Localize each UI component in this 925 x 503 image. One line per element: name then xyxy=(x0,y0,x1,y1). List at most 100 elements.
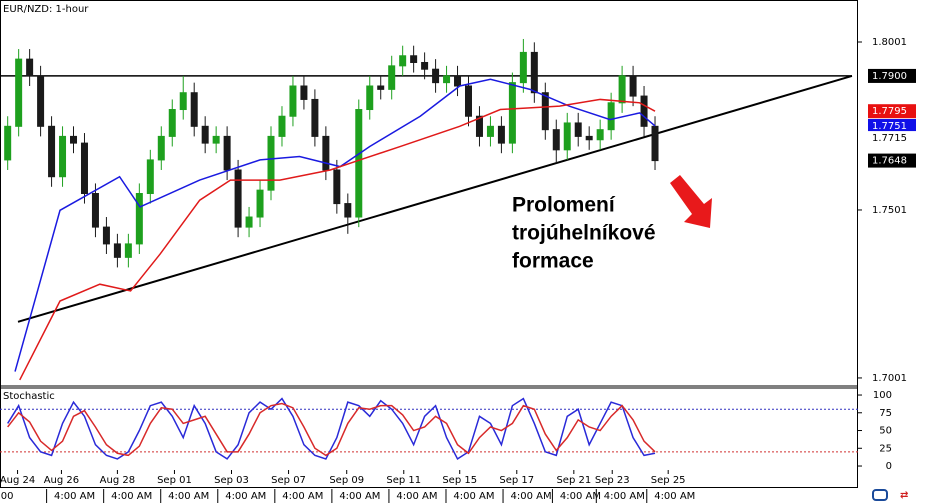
candle-body xyxy=(201,125,209,144)
candle-body xyxy=(563,122,571,151)
y-tick-label: 100 xyxy=(873,390,892,401)
x-tick-label: Aug 28 xyxy=(100,475,135,486)
x-tick-label: Sep 09 xyxy=(329,475,364,486)
icon xyxy=(872,489,888,501)
x-tick-label: 2:00 xyxy=(0,491,13,502)
candle-body xyxy=(410,55,418,63)
candle-body xyxy=(289,85,297,117)
candle-body xyxy=(585,135,593,141)
x-tick-label: Sep 23 xyxy=(595,475,630,486)
x-tick-label: 4:00 AM xyxy=(225,491,266,502)
x-tick-label: Sep 11 xyxy=(386,475,421,486)
x-tick-label: 4:00 AM xyxy=(510,491,551,502)
x-tick-label: Aug 26 xyxy=(44,475,79,486)
annotation: Prolomení xyxy=(512,194,616,217)
candle-body xyxy=(26,58,34,77)
x-tick-label: 4:00 AM xyxy=(654,491,695,502)
candle-body xyxy=(530,51,538,94)
arrow xyxy=(670,175,712,228)
x-tick-label: Sep 01 xyxy=(157,475,192,486)
y-tick-label: 25 xyxy=(879,443,892,454)
y-tick-label: 50 xyxy=(879,426,892,437)
candle-body xyxy=(124,243,132,258)
candle-body xyxy=(618,75,626,104)
candle-body xyxy=(168,109,176,137)
candle-body xyxy=(651,125,659,162)
candle-body xyxy=(70,135,78,144)
price-marker xyxy=(868,131,916,146)
candle-body xyxy=(333,169,341,205)
candle-body xyxy=(223,135,231,171)
x-tick-label: 4:00 AM xyxy=(339,491,380,502)
candle-body xyxy=(454,75,462,87)
candle-body xyxy=(256,189,264,218)
candle-body xyxy=(102,226,110,245)
price-marker xyxy=(868,118,916,133)
candle-body xyxy=(59,135,67,178)
candle-body xyxy=(464,85,472,117)
price-marker-label: 1.7900 xyxy=(872,71,907,82)
candle-body xyxy=(421,61,429,70)
candle-body xyxy=(344,203,352,218)
candle-body xyxy=(4,125,12,161)
price-marker-label: 1.7648 xyxy=(872,156,907,167)
candle-body xyxy=(552,129,560,151)
candle-body xyxy=(366,85,374,111)
candle-body xyxy=(377,85,385,90)
candle-body xyxy=(48,125,56,178)
x-tick-label: Sep 25 xyxy=(651,475,686,486)
candle-body xyxy=(607,102,615,131)
y-tick-label: 75 xyxy=(879,408,892,419)
candle-body xyxy=(278,115,286,137)
x-tick-label: Sep 15 xyxy=(442,475,477,486)
x-tick-label: 4:00 AM xyxy=(111,491,152,502)
candle-body xyxy=(190,92,198,127)
annotation: formace xyxy=(512,250,594,273)
x-tick-label: Sep 03 xyxy=(214,475,249,486)
price-marker xyxy=(868,153,916,168)
x-tick-label: Aug 24 xyxy=(0,475,35,486)
candle-body xyxy=(157,135,165,161)
icon: ⇄ xyxy=(900,490,908,501)
candle-body xyxy=(37,75,45,127)
candle-body xyxy=(629,75,637,97)
candle-body xyxy=(135,193,143,245)
candle-body xyxy=(388,65,396,90)
candle-body xyxy=(179,92,187,111)
stochastic-line xyxy=(7,397,656,461)
candle-body xyxy=(113,243,121,258)
candle-body xyxy=(486,125,494,137)
moving-average xyxy=(14,78,656,372)
chart-title: EUR/NZD: 1-hour xyxy=(3,4,89,15)
stochastic-title: Stochastic xyxy=(3,391,55,402)
candle-body xyxy=(574,122,582,137)
x-tick-label: Sep 21 xyxy=(556,475,591,486)
toolbar-icons: ⇄ xyxy=(872,489,908,501)
stochastic-line xyxy=(7,402,656,457)
candle-body xyxy=(355,109,363,218)
price-marker xyxy=(868,68,916,83)
candle-body xyxy=(267,135,275,191)
candle-body xyxy=(432,68,440,84)
x-tick-label: 4:00 AM xyxy=(453,491,494,502)
candle-body xyxy=(80,142,88,195)
x-tick-label: 4:00 AM xyxy=(396,491,437,502)
x-tick-label: 4:00 AM xyxy=(560,491,601,502)
candle-body xyxy=(475,115,483,137)
moving-average xyxy=(19,98,656,381)
candle-body xyxy=(311,98,319,137)
trendline xyxy=(17,74,853,323)
candle-body xyxy=(399,55,407,67)
candle-body xyxy=(497,125,505,144)
x-tick-label: 4:00 AM xyxy=(604,491,645,502)
annotation: trojúhelníkové xyxy=(512,222,656,245)
candle-body xyxy=(91,193,99,228)
candle-body xyxy=(300,85,308,100)
candle-body xyxy=(596,129,604,141)
candle-body xyxy=(212,135,220,144)
candle-body xyxy=(519,51,527,84)
candle-body xyxy=(15,58,23,127)
price-marker-label: 1.7795 xyxy=(872,106,907,117)
price-marker-label: 1.7751 xyxy=(872,121,907,132)
